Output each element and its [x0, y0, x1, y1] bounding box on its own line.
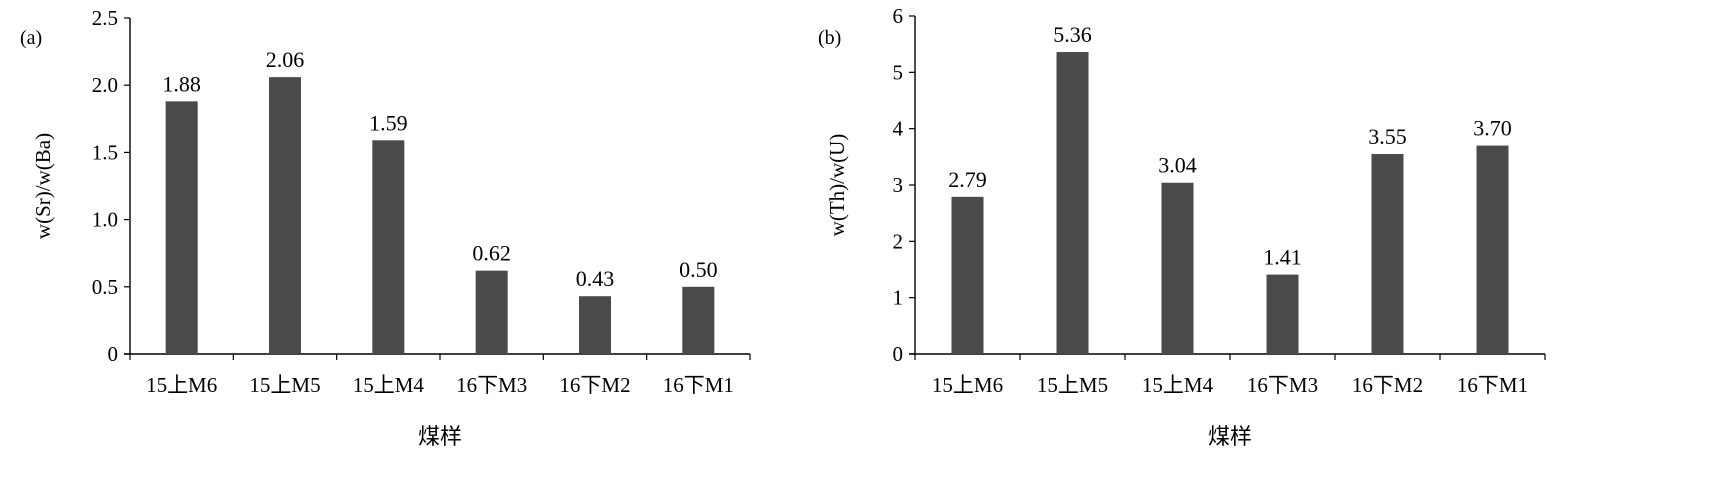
data-label: 5.36	[1053, 22, 1092, 47]
y-axis-title: w(Sr)/w(Ba)	[31, 133, 55, 239]
x-axis-title: 煤样	[1208, 424, 1252, 449]
x-tick-label: 16下M1	[1457, 373, 1528, 397]
y-tick-label: 0	[108, 342, 119, 366]
y-tick-label: 5	[893, 60, 904, 84]
y-tick-label: 1.5	[92, 140, 118, 164]
x-tick-label: 15上M5	[249, 373, 320, 397]
bar	[951, 196, 984, 354]
x-tick-label: 16下M1	[663, 373, 734, 397]
y-tick-label: 1.0	[92, 208, 118, 232]
data-label: 0.43	[576, 266, 615, 291]
bar	[1056, 52, 1089, 354]
y-tick-label: 2.5	[92, 6, 118, 30]
x-tick-label: 15上M6	[146, 373, 217, 397]
data-label: 0.62	[472, 241, 511, 266]
bar	[1161, 182, 1194, 354]
bar	[1476, 145, 1509, 354]
x-tick-label: 15上M4	[353, 373, 425, 397]
bar	[682, 286, 715, 354]
y-tick-label: 0	[893, 342, 904, 366]
y-tick-label: 1	[893, 286, 904, 310]
data-label: 2.06	[266, 47, 305, 72]
y-tick-label: 2.0	[92, 73, 118, 97]
x-tick-label: 15上M6	[932, 373, 1003, 397]
x-tick-label: 16下M3	[1247, 373, 1318, 397]
bar	[475, 270, 508, 354]
data-label: 2.79	[948, 167, 987, 192]
bar	[579, 296, 611, 354]
data-label: 3.70	[1473, 116, 1512, 141]
bar	[165, 101, 198, 354]
x-axis-title: 煤样	[418, 424, 462, 449]
bar	[1371, 154, 1404, 354]
panel-label: (b)	[818, 27, 841, 49]
bar	[269, 77, 301, 355]
data-label: 3.04	[1158, 153, 1197, 178]
x-tick-label: 16下M3	[456, 373, 527, 397]
data-label: 1.41	[1263, 245, 1302, 270]
bar	[372, 140, 405, 354]
y-tick-label: 2	[893, 229, 904, 253]
panel-label: (a)	[20, 27, 42, 49]
y-tick-label: 4	[893, 117, 904, 141]
y-axis-title: w(Th)/w(U)	[825, 134, 849, 237]
data-label: 1.59	[369, 110, 408, 135]
data-label: 3.55	[1368, 124, 1407, 149]
data-label: 0.50	[679, 257, 718, 282]
x-tick-label: 15上M4	[1142, 373, 1214, 397]
x-tick-label: 16下M2	[559, 373, 630, 397]
bar	[1266, 274, 1299, 354]
y-tick-label: 6	[893, 4, 904, 28]
y-tick-label: 3	[893, 173, 904, 197]
x-tick-label: 15上M5	[1037, 373, 1108, 397]
chart-panel-a: (a) 0 0.5 1.0 1.5 2.0 2.5 1.88 15上M6 2.06 15上M5 1.5…	[20, 6, 751, 449]
data-label: 1.88	[162, 71, 201, 96]
chart-panel-b: (b) 0 1 2 3 4 5 6 2.79 15上M6 5.36 15上M5 3.04 15上M4 1.4…	[818, 4, 1546, 449]
y-tick-label: 0.5	[92, 275, 118, 299]
x-tick-label: 16下M2	[1352, 373, 1423, 397]
